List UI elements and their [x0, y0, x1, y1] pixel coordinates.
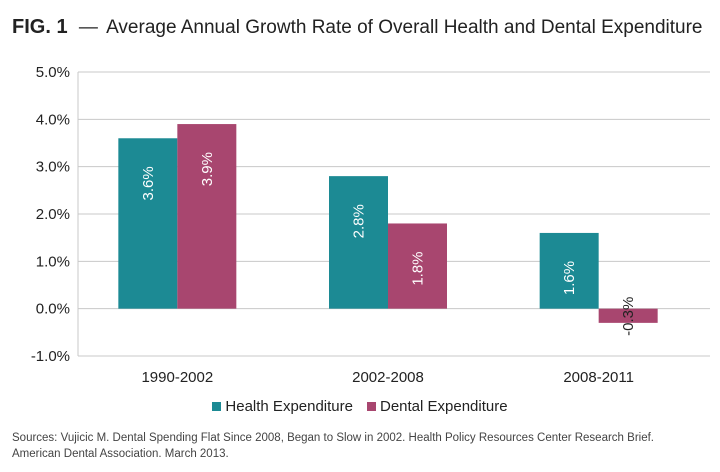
source-line-2: American Dental Association. March 2013. [12, 448, 229, 460]
x-category-label: 1990-2002 [141, 369, 213, 386]
bar-value-label: 1.6% [561, 261, 578, 295]
x-category-label: 2008-2011 [563, 369, 634, 386]
figure-number: FIG. 1 [12, 16, 68, 38]
y-tick-label: 2.0% [36, 206, 70, 223]
bar-dental-expenditure [388, 223, 447, 309]
bar-health-expenditure [118, 138, 178, 309]
bar-chart: 5.0% 4.0% 3.0% 2.0% 1.0% 0.0% -1.0% 3.6% 3.9% 199… [31, 64, 710, 386]
bar-value-label: 3.6% [140, 166, 157, 200]
legend-item-health: Health Expenditure [212, 398, 353, 415]
y-tick-label: 0.0% [36, 301, 70, 318]
y-tick-label: -1.0% [31, 348, 70, 365]
bar-dental-expenditure [598, 308, 658, 323]
source-note: Sources: Vujicic M. Dental Spending Flat… [12, 430, 712, 462]
legend: Health Expenditure Dental Expenditure [0, 398, 720, 415]
bar-value-label: 2.8% [351, 204, 368, 238]
legend-label-health: Health Expenditure [225, 398, 353, 415]
legend-label-dental: Dental Expenditure [380, 398, 508, 415]
x-category-label: 2002-2008 [352, 369, 424, 386]
bar-health-expenditure [539, 232, 599, 309]
bar-value-label: 1.8% [410, 251, 427, 285]
title-separator: — [78, 17, 98, 38]
bar-health-expenditure [329, 176, 388, 309]
y-tick-label: 4.0% [36, 111, 70, 128]
title-text: Average Annual Growth Rate of Overall He… [106, 17, 703, 38]
bar-dental-expenditure [177, 124, 237, 309]
legend-swatch-health [212, 402, 222, 411]
legend-item-dental: Dental Expenditure [367, 398, 508, 415]
bar-value-label: -0.3% [620, 297, 637, 336]
bar-value-label: 3.9% [199, 152, 216, 186]
y-tick-label: 5.0% [36, 64, 70, 81]
source-line-1: Sources: Vujicic M. Dental Spending Flat… [12, 432, 654, 444]
legend-swatch-dental [367, 402, 376, 411]
y-tick-label: 3.0% [36, 159, 70, 176]
chart-title: FIG. 1 — Average Annual Growth Rate of O… [12, 16, 703, 39]
y-tick-label: 1.0% [36, 253, 70, 270]
